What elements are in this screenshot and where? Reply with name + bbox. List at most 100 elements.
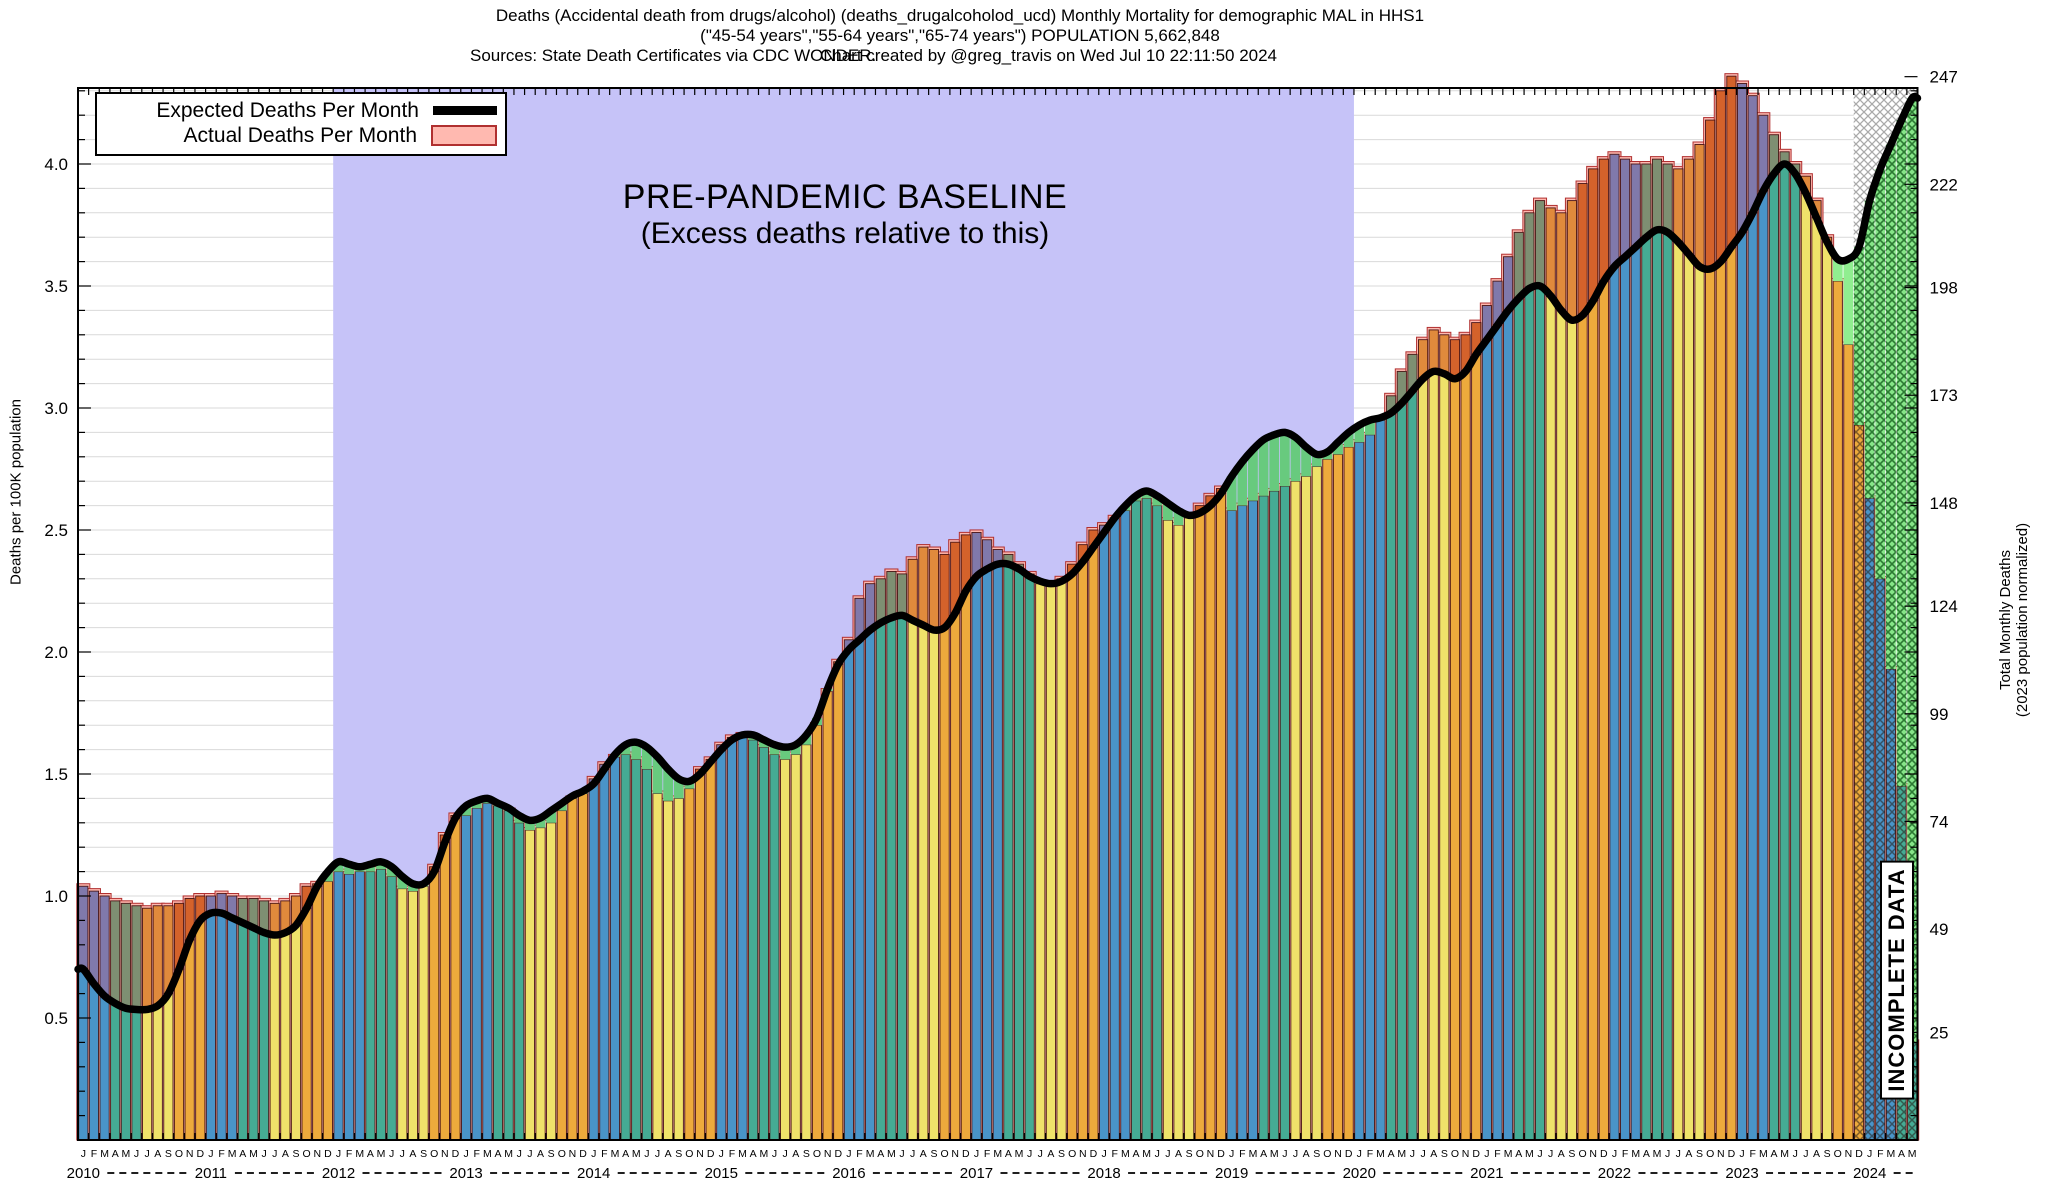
month-letter: J <box>1676 1148 1681 1160</box>
deficit-fill <box>780 747 791 760</box>
bar-month <box>1545 295 1556 1141</box>
year-label: 2016 <box>832 1165 865 1182</box>
month-letter: N <box>1589 1148 1597 1160</box>
month-letter: M <box>1376 1148 1385 1160</box>
year-label: 2020 <box>1343 1165 1376 1182</box>
bar-month <box>1194 512 1205 1141</box>
bar-month <box>684 788 695 1141</box>
month-letter: J <box>644 1148 649 1160</box>
deficit-fill <box>1907 98 1918 1043</box>
bar-month <box>1247 500 1259 1141</box>
month-letter: O <box>813 1148 821 1160</box>
deficit-fill <box>663 769 674 801</box>
bar-month <box>556 810 567 1141</box>
bar-excess <box>1556 212 1567 311</box>
month-letter: D <box>1855 1148 1863 1160</box>
bar-excess <box>928 549 940 631</box>
baseline-annotation: PRE-PANDEMIC BASELINE (Excess deaths rel… <box>520 178 1170 251</box>
deficit-fill <box>1864 200 1875 499</box>
bar-month <box>1683 253 1694 1141</box>
month-letter: M <box>993 1148 1002 1160</box>
month-letter: J <box>655 1148 660 1160</box>
legend: Expected Deaths Per Month Actual Deaths … <box>95 92 507 156</box>
month-letter: S <box>420 1148 427 1160</box>
deficit-fill <box>1290 437 1301 482</box>
bar-month <box>705 761 716 1141</box>
bar-month <box>769 754 780 1141</box>
month-letter: A <box>1770 1148 1777 1160</box>
month-letter: J <box>527 1148 532 1160</box>
bar-month <box>631 758 642 1141</box>
bar-month <box>333 871 344 1141</box>
bar-month <box>1449 378 1461 1141</box>
bar-excess <box>110 900 121 1004</box>
month-letter: A <box>1260 1148 1267 1160</box>
bar-excess <box>142 907 153 1010</box>
bar-month <box>1024 575 1035 1141</box>
month-letter: M <box>866 1148 875 1160</box>
deficit-fill <box>652 756 663 794</box>
month-letter: J <box>1867 1148 1872 1160</box>
month-letter: M <box>759 1148 768 1160</box>
month-letter: M <box>611 1148 620 1160</box>
bar-month <box>1184 517 1195 1141</box>
month-letter: M <box>1397 1148 1406 1160</box>
month-letter: S <box>1568 1148 1575 1160</box>
right-axis-labels: 247 222 198 173 148 124 99 74 49 25 <box>1904 68 1958 1042</box>
month-letter: O <box>1068 1148 1076 1160</box>
month-letter: S <box>1441 1148 1448 1160</box>
legend-expected-label: Expected Deaths Per Month <box>156 98 419 122</box>
year-label: 2015 <box>705 1165 738 1182</box>
bar-month <box>1694 266 1705 1141</box>
bar-month <box>918 624 929 1141</box>
month-letter: D <box>962 1148 970 1160</box>
bar-month <box>780 758 791 1141</box>
bar-month <box>928 629 940 1141</box>
deficit-fill <box>641 747 652 770</box>
right-tick-label: 25 <box>1930 1023 1949 1042</box>
month-letter: A <box>920 1148 927 1160</box>
month-letter: S <box>1696 1148 1703 1160</box>
deficit-fill <box>386 866 397 877</box>
right-axis-title-line1: Total Monthly Deaths <box>1997 549 2014 691</box>
month-letter: O <box>1834 1148 1842 1160</box>
bar-excess <box>1513 231 1524 299</box>
bar-month <box>801 744 812 1141</box>
month-letter: F <box>346 1148 352 1160</box>
bar-month <box>375 868 387 1141</box>
bar-month <box>1226 510 1237 1141</box>
month-letter: M <box>1653 1148 1662 1160</box>
month-letter: M <box>632 1148 641 1160</box>
bar-excess <box>1545 207 1556 297</box>
month-letter: S <box>1313 1148 1320 1160</box>
month-letter: J <box>1420 1148 1425 1160</box>
month-letter: D <box>1728 1148 1736 1160</box>
bar-excess <box>1705 119 1716 270</box>
month-letter: N <box>696 1148 704 1160</box>
month-letter: N <box>1462 1148 1470 1160</box>
month-letter: M <box>121 1148 130 1160</box>
left-axis-labels: 0.5 1.0 1.5 2.0 2.5 3.0 3.5 4.0 <box>44 155 68 1028</box>
bar-month <box>1822 241 1833 1141</box>
bar-month <box>758 746 769 1141</box>
bar-month <box>1396 402 1407 1141</box>
bar-month <box>386 876 397 1141</box>
month-letter: A <box>750 1148 757 1160</box>
bar-month <box>1141 497 1152 1141</box>
right-tick-label: 222 <box>1930 175 1958 194</box>
bar-excess <box>875 578 886 624</box>
month-letter: D <box>1345 1148 1353 1160</box>
bar-month <box>1088 546 1099 1141</box>
bar-excess <box>1439 334 1450 375</box>
month-letter: S <box>292 1148 299 1160</box>
bar-month <box>1598 280 1609 1141</box>
expected-deaths-line <box>74 92 1922 1014</box>
deficit-fill <box>1152 495 1163 506</box>
bar-month <box>1258 495 1269 1141</box>
month-letter: J <box>772 1148 777 1160</box>
month-letter: D <box>834 1148 842 1160</box>
bar-month <box>110 1002 121 1141</box>
deficit-fill <box>1354 425 1365 443</box>
bar-month <box>99 995 110 1141</box>
deficit-fill <box>535 817 546 828</box>
